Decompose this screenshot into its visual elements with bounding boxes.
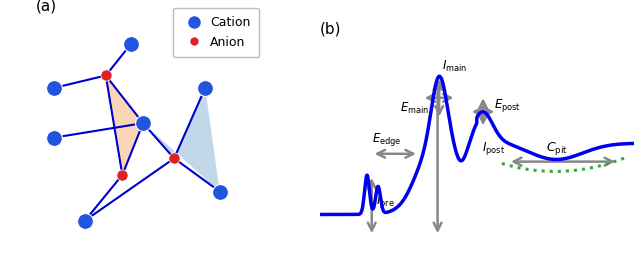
Polygon shape xyxy=(143,88,220,191)
Point xyxy=(80,218,90,223)
Point xyxy=(214,189,225,194)
Text: (b): (b) xyxy=(320,21,342,36)
Legend: Cation, Anion: Cation, Anion xyxy=(173,7,259,57)
Text: $I_{\rm main}$: $I_{\rm main}$ xyxy=(442,59,467,74)
Text: (a): (a) xyxy=(36,0,57,14)
Point xyxy=(169,156,179,160)
Text: $E_{\rm main}$: $E_{\rm main}$ xyxy=(400,101,429,116)
Text: $I_{\rm post}$: $I_{\rm post}$ xyxy=(481,140,504,157)
Point xyxy=(49,136,59,140)
Text: $C_{\rm pit}$: $C_{\rm pit}$ xyxy=(546,140,568,157)
Polygon shape xyxy=(106,76,143,175)
Point xyxy=(138,121,148,125)
Text: $E_{\rm post}$: $E_{\rm post}$ xyxy=(494,97,521,114)
Point xyxy=(117,173,127,177)
Point xyxy=(100,73,111,78)
Point xyxy=(200,86,211,90)
Point xyxy=(49,86,59,90)
Text: $I_{\rm pre}$: $I_{\rm pre}$ xyxy=(376,193,395,210)
Text: $E_{\rm edge}$: $E_{\rm edge}$ xyxy=(372,131,401,148)
Point xyxy=(125,42,136,46)
